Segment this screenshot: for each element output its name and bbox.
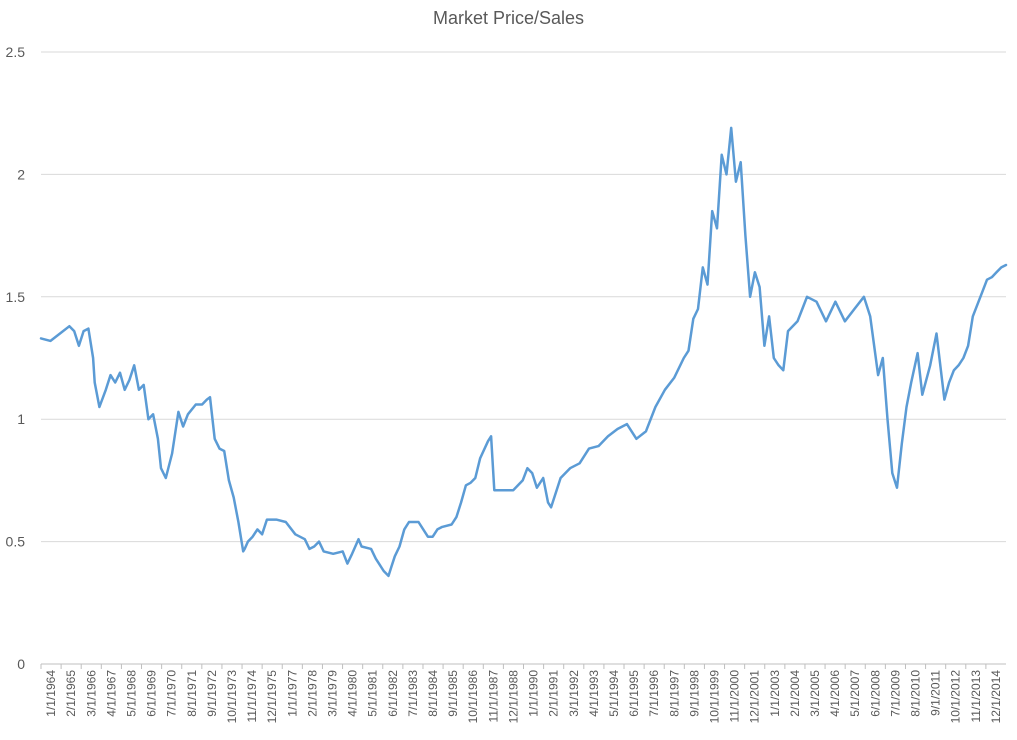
y-tick-label: 0.5 xyxy=(6,534,26,550)
y-tick-label: 1 xyxy=(17,411,25,427)
x-tick-label: 9/1/1998 xyxy=(687,670,701,717)
x-tick-label: 3/1/1979 xyxy=(326,670,340,717)
y-tick-label: 1.5 xyxy=(6,289,26,305)
x-tick-label: 10/1/1973 xyxy=(225,670,239,724)
x-tick-label: 7/1/1983 xyxy=(406,670,420,717)
x-tick-label: 3/1/2005 xyxy=(808,670,822,717)
x-tick-label: 5/1/1968 xyxy=(124,670,138,717)
x-tick-label: 1/1/1977 xyxy=(285,670,299,717)
x-tick-label: 9/1/1972 xyxy=(205,670,219,717)
price-sales-line xyxy=(39,126,1008,578)
x-tick-label: 7/1/1996 xyxy=(647,670,661,717)
x-tick-label: 11/1/2000 xyxy=(728,670,742,723)
x-tick-label: 8/1/1984 xyxy=(426,670,440,717)
x-tick-label: 4/1/1967 xyxy=(104,670,118,717)
x-tick-label: 12/1/2001 xyxy=(748,670,762,724)
x-tick-label: 5/1/2007 xyxy=(848,670,862,717)
x-tick-label: 3/1/1966 xyxy=(84,670,98,717)
x-tick-label: 9/1/2011 xyxy=(929,670,943,716)
x-tick-label: 11/1/1987 xyxy=(486,670,500,723)
x-tick-label: 1/1/1990 xyxy=(527,670,541,717)
y-tick-label: 2 xyxy=(17,166,25,182)
x-tick-label: 2/1/1991 xyxy=(547,670,561,717)
chart-title: Market Price/Sales xyxy=(432,8,585,28)
x-tick-label: 9/1/1985 xyxy=(446,670,460,717)
x-tick-label: 4/1/2006 xyxy=(828,670,842,717)
y-tick-label: 0 xyxy=(17,656,25,672)
x-tick-label: 2/1/2004 xyxy=(788,670,802,717)
x-tick-label: 2/1/1965 xyxy=(64,670,78,717)
x-tick-label: 4/1/1980 xyxy=(346,670,360,717)
x-tick-label: 10/1/2012 xyxy=(949,670,963,724)
x-tick-label: 3/1/1992 xyxy=(567,670,581,717)
x-tick-label: 5/1/1994 xyxy=(607,670,621,717)
x-tick-label: 12/1/2014 xyxy=(989,670,1003,724)
x-tick-label: 10/1/1999 xyxy=(707,670,721,724)
x-tick-label: 8/1/2010 xyxy=(909,670,923,717)
x-tick-label: 8/1/1971 xyxy=(185,670,199,717)
x-tick-label: 10/1/1986 xyxy=(466,670,480,724)
x-tick-label: 11/1/1974 xyxy=(245,670,259,723)
x-tick-label: 5/1/1981 xyxy=(366,670,380,717)
x-tick-label: 6/1/1995 xyxy=(627,670,641,717)
y-tick-label: 2.5 xyxy=(6,44,26,60)
x-tick-label: 7/1/2009 xyxy=(888,670,902,717)
x-tick-label: 6/1/1982 xyxy=(386,670,400,717)
x-tick-label: 7/1/1970 xyxy=(165,670,179,717)
x-tick-label: 4/1/1993 xyxy=(587,670,601,717)
x-tick-label: 6/1/2008 xyxy=(868,670,882,717)
x-tick-label: 8/1/1997 xyxy=(667,670,681,717)
x-tick-label: 12/1/1988 xyxy=(506,670,520,724)
x-tick-label: 2/1/1978 xyxy=(305,670,319,717)
x-tick-label: 11/1/2013 xyxy=(969,670,983,723)
x-tick-label: 1/1/1964 xyxy=(44,670,58,717)
x-tick-label: 12/1/1975 xyxy=(265,670,279,724)
x-tick-label: 1/1/2003 xyxy=(768,670,782,717)
x-tick-label: 6/1/1969 xyxy=(145,670,159,717)
